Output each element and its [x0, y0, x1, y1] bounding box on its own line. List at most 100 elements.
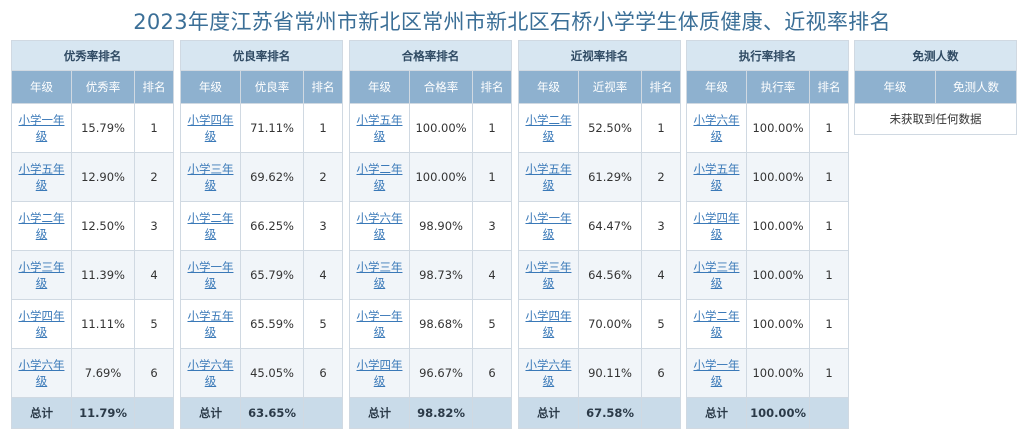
grade-link[interactable]: 小学四年级: [693, 211, 740, 241]
grade-link[interactable]: 小学二年级: [18, 211, 65, 241]
rate-cell: 12.90%: [70, 152, 136, 202]
total-label: 总计: [686, 397, 747, 429]
grade-link[interactable]: 小学一年级: [187, 260, 234, 290]
rank-cell: 5: [134, 299, 174, 349]
grade-cell: 小学五年级: [686, 152, 747, 202]
grade-link[interactable]: 小学四年级: [187, 113, 234, 143]
column-header-rank: 排名: [641, 70, 681, 104]
total-label: 总计: [518, 397, 579, 429]
grade-cell: 小学二年级: [180, 201, 241, 251]
column-header-grade: 年级: [180, 70, 241, 104]
grade-cell: 小学三年级: [11, 250, 72, 300]
column-header-grade: 年级: [518, 70, 579, 104]
grade-link[interactable]: 小学一年级: [693, 358, 740, 388]
grade-link[interactable]: 小学六年级: [356, 211, 403, 241]
grade-link[interactable]: 小学四年级: [356, 358, 403, 388]
rate-cell: 64.47%: [577, 201, 643, 251]
grade-link[interactable]: 小学五年级: [525, 162, 572, 192]
grade-link[interactable]: 小学四年级: [525, 309, 572, 339]
rank-cell: 5: [303, 299, 343, 349]
table-row: 小学五年级 65.59% 5: [180, 299, 343, 349]
column-header-rank: 排名: [134, 70, 174, 104]
grade-link[interactable]: 小学六年级: [525, 358, 572, 388]
rate-cell: 65.79%: [239, 250, 305, 300]
grade-cell: 小学六年级: [11, 348, 72, 398]
grade-cell: 小学六年级: [686, 103, 747, 153]
grade-link[interactable]: 小学二年级: [187, 211, 234, 241]
grade-link[interactable]: 小学六年级: [18, 358, 65, 388]
panel-title: 优良率排名: [180, 40, 343, 71]
rate-cell: 100.00%: [745, 348, 811, 398]
rank-cell: 6: [472, 348, 512, 398]
total-row: 总计 98.82%: [349, 397, 512, 429]
rate-cell: 100.00%: [408, 152, 474, 202]
panel-execution-rate: 执行率排名 年级 执行率 排名 小学六年级 100.00% 1 小学五年级 100.00% 1 小学…: [686, 40, 849, 429]
grade-link[interactable]: 小学二年级: [693, 309, 740, 339]
rank-cell: 4: [303, 250, 343, 300]
table-row: 小学五年级 61.29% 2: [518, 152, 681, 202]
grade-cell: 小学五年级: [349, 103, 410, 153]
grade-link[interactable]: 小学三年级: [187, 162, 234, 192]
grade-link[interactable]: 小学五年级: [187, 309, 234, 339]
panel-myopia-rate: 近视率排名 年级 近视率 排名 小学二年级 52.50% 1 小学五年级 61.29% 2 小学一年…: [518, 40, 681, 429]
rank-cell: 1: [303, 103, 343, 153]
table-row: 小学四年级 71.11% 1: [180, 103, 343, 153]
panel-exempt: 免测人数 年级 免测人数 未获取到任何数据: [854, 40, 1017, 135]
column-header-grade: 年级: [854, 70, 936, 104]
column-header-rate: 合格率: [408, 70, 474, 104]
table-row: 小学二年级 66.25% 3: [180, 201, 343, 251]
rate-cell: 100.00%: [745, 250, 811, 300]
grade-cell: 小学一年级: [686, 348, 747, 398]
total-label: 总计: [11, 397, 72, 429]
table-row: 小学五年级 12.90% 2: [11, 152, 174, 202]
grade-link[interactable]: 小学五年级: [693, 162, 740, 192]
table-row: 小学一年级 15.79% 1: [11, 103, 174, 153]
grade-link[interactable]: 小学三年级: [693, 260, 740, 290]
table-row: 小学一年级 64.47% 3: [518, 201, 681, 251]
grade-link[interactable]: 小学一年级: [18, 113, 65, 143]
table-row: 小学三年级 98.73% 4: [349, 250, 512, 300]
table-row: 小学六年级 100.00% 1: [686, 103, 849, 153]
empty-message: 未获取到任何数据: [854, 103, 1017, 135]
grade-link[interactable]: 小学三年级: [18, 260, 65, 290]
rate-cell: 15.79%: [70, 103, 136, 153]
grade-link[interactable]: 小学五年级: [356, 113, 403, 143]
grade-link[interactable]: 小学六年级: [693, 113, 740, 143]
grade-link[interactable]: 小学一年级: [525, 211, 572, 241]
ranking-table: 执行率排名 年级 执行率 排名 小学六年级 100.00% 1 小学五年级 100.00% 1 小学…: [686, 40, 849, 429]
total-row: 总计 63.65%: [180, 397, 343, 429]
rate-cell: 12.50%: [70, 201, 136, 251]
rank-cell: 1: [809, 299, 849, 349]
rate-cell: 69.62%: [239, 152, 305, 202]
exempt-table: 免测人数 年级 免测人数 未获取到任何数据: [854, 40, 1017, 135]
grade-link[interactable]: 小学六年级: [187, 358, 234, 388]
rank-cell: 3: [134, 201, 174, 251]
grade-cell: 小学二年级: [349, 152, 410, 202]
rate-cell: 98.73%: [408, 250, 474, 300]
rank-cell: 1: [472, 103, 512, 153]
grade-link[interactable]: 小学四年级: [18, 309, 65, 339]
table-row: 小学二年级 100.00% 1: [349, 152, 512, 202]
rank-cell: 1: [641, 103, 681, 153]
grade-link[interactable]: 小学五年级: [18, 162, 65, 192]
table-row: 小学四年级 96.67% 6: [349, 348, 512, 398]
total-value: 67.58%: [577, 397, 643, 429]
grade-link[interactable]: 小学一年级: [356, 309, 403, 339]
rank-cell: 5: [472, 299, 512, 349]
grade-cell: 小学五年级: [180, 299, 241, 349]
grade-cell: 小学一年级: [11, 103, 72, 153]
rank-cell: 1: [472, 152, 512, 202]
column-header-grade: 年级: [349, 70, 410, 104]
grade-link[interactable]: 小学二年级: [525, 113, 572, 143]
rate-cell: 65.59%: [239, 299, 305, 349]
rate-cell: 7.69%: [70, 348, 136, 398]
rank-cell: 5: [641, 299, 681, 349]
rank-cell: 1: [809, 103, 849, 153]
grade-link[interactable]: 小学三年级: [356, 260, 403, 290]
grade-cell: 小学三年级: [180, 152, 241, 202]
grade-link[interactable]: 小学三年级: [525, 260, 572, 290]
total-rank-blank: [134, 397, 174, 429]
grade-cell: 小学二年级: [518, 103, 579, 153]
total-row: 总计 100.00%: [686, 397, 849, 429]
grade-link[interactable]: 小学二年级: [356, 162, 403, 192]
